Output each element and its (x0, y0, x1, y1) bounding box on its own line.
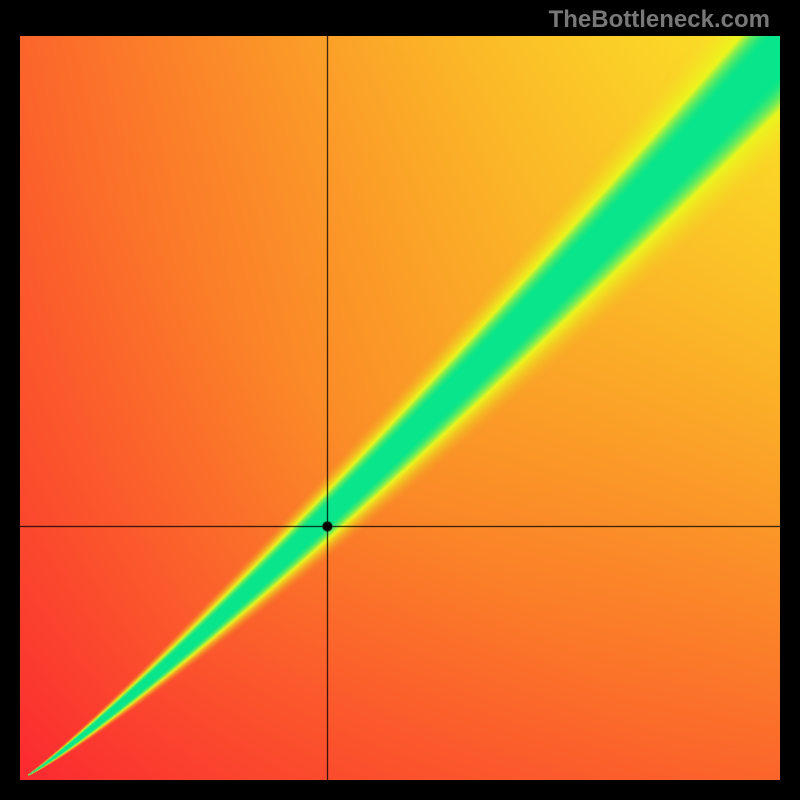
bottleneck-heatmap (20, 36, 780, 780)
chart-container (0, 36, 800, 800)
watermark-text: TheBottleneck.com (0, 0, 800, 36)
